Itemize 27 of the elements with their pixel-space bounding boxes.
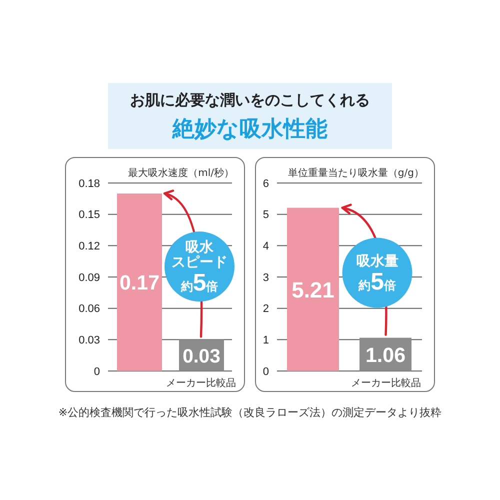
y-tick-label: 5 [262, 209, 269, 222]
text: ※公的検査機関で行った吸水性試験（改良ラローズ法）の測定データより抜粋 [58, 405, 442, 420]
y-tick-label: 4 [262, 240, 269, 253]
y-tick-label: 0.03 [78, 334, 100, 347]
data-label: 0.17 [120, 272, 160, 295]
y-tick-label: 2 [262, 303, 269, 316]
y-tick-label: 3 [262, 272, 269, 284]
data-label: 0.03 [182, 345, 221, 368]
chart-title: お肌に必要な潤いをのこしてくれる [129, 91, 371, 110]
data-label: 1.06 [365, 344, 406, 367]
data-label: 5.21 [292, 277, 334, 302]
y-tick-label: 0 [94, 366, 100, 378]
y-tick-label: 6 [262, 178, 269, 190]
y-tick-label: 0.12 [78, 240, 100, 253]
y-tick-label: 0.15 [78, 209, 100, 222]
x-tick-label: メーカー比較品 [350, 377, 421, 390]
y-axis-title: 単位重量当たり吸水量（g/g） [288, 168, 424, 180]
annotation: 吸水量約5倍 [356, 253, 398, 296]
y-tick-label: 0 [262, 366, 269, 378]
y-tick-label: 1 [262, 334, 269, 347]
y-axis-title: 最大吸水速度（ml/秒） [128, 168, 234, 180]
y-tick-label: 0.06 [78, 303, 100, 316]
annotation: 吸水スピード約5倍 [172, 240, 228, 297]
chart-subtitle: 絶妙な吸水性能 [171, 116, 328, 144]
y-tick-label: 0.18 [78, 178, 100, 190]
x-tick-label: メーカー比較品 [166, 377, 236, 390]
y-tick-label: 0.09 [78, 272, 100, 284]
